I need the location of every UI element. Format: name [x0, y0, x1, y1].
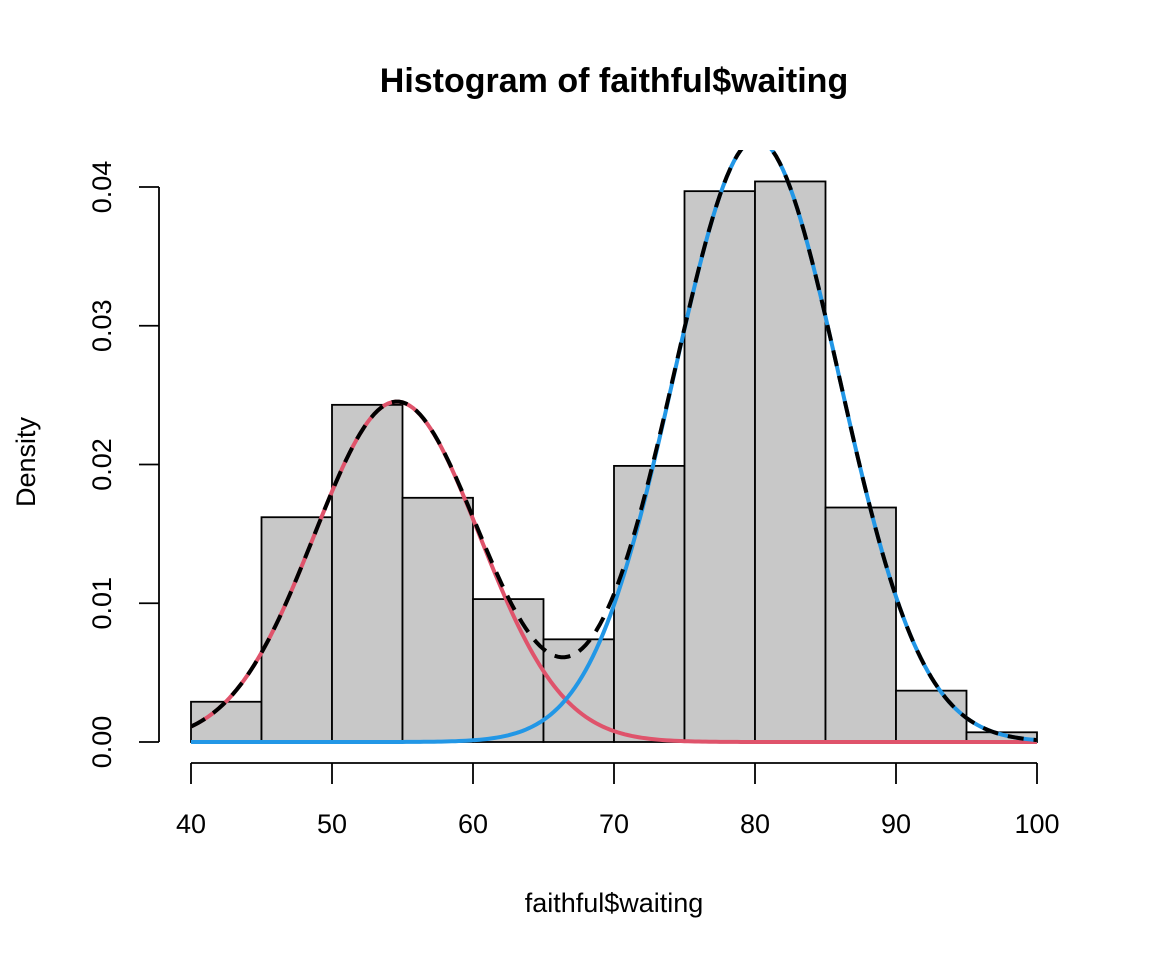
density-curves — [190, 150, 1038, 744]
component-density-curve-2 — [191, 150, 1038, 744]
y-axis-label: Density — [11, 416, 41, 507]
x-tick-label: 100 — [1014, 809, 1059, 839]
y-tick-label: 0.01 — [87, 577, 117, 630]
y-tick-label: 0.04 — [87, 161, 117, 214]
mixture-density-curve — [190, 150, 1038, 743]
histogram-bar — [401, 496, 474, 743]
chart-title: Histogram of faithful$waiting — [380, 62, 848, 100]
histogram-bar — [895, 689, 968, 743]
component-density-curve-1 — [190, 399, 1037, 744]
histogram-bar — [613, 464, 686, 743]
x-tick-label: 40 — [176, 809, 206, 839]
x-tick-label: 60 — [458, 809, 488, 839]
y-tick-label: 0.00 — [87, 716, 117, 769]
x-tick-label: 50 — [317, 809, 347, 839]
x-tick-label: 90 — [881, 809, 911, 839]
x-axis-label: faithful$waiting — [525, 888, 704, 918]
x-tick-label: 80 — [740, 809, 770, 839]
y-tick-label: 0.02 — [87, 438, 117, 491]
histogram-bar — [683, 190, 756, 743]
x-tick-label: 70 — [599, 809, 629, 839]
histogram-bars — [190, 180, 1038, 743]
histogram-bar — [331, 403, 404, 743]
histogram-bar — [824, 506, 897, 743]
histogram-bar — [472, 598, 545, 743]
x-axis: 40 50 60 70 80 90 100 — [176, 762, 1060, 839]
y-axis: 0.00 0.01 0.02 0.03 0.04 — [87, 161, 160, 769]
y-tick-label: 0.03 — [87, 299, 117, 352]
